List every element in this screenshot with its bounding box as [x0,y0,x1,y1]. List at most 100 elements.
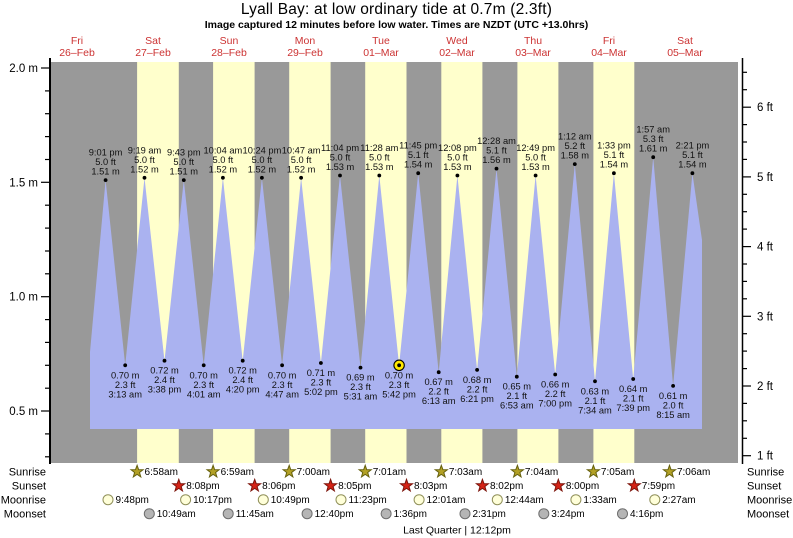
low-tide-label: 4:47 am [265,389,299,399]
high-tide-label: 1.53 m [326,162,355,172]
low-tide-label: 0.68 m [463,375,492,385]
day-label: Sun [220,35,239,47]
low-tide-label: 3:38 pm [148,385,182,395]
low-tide-label: 2.4 ft [232,375,253,385]
sunset-time: 8:02pm [490,481,523,492]
low-tide-label: 6:53 am [500,401,534,411]
row-label-moonrise: Moonrise [747,495,792,507]
low-tide-label: 0.70 m [385,370,414,380]
high-tide-point [612,171,616,176]
moonset-time: 4:16pm [630,509,663,520]
sunset-icon [626,477,642,493]
high-tide-label: 12:28 am [477,136,516,146]
sunset-time: 8:06pm [262,481,295,492]
high-tide-label: 5.0 ft [134,155,155,165]
low-tide-label: 2.3 ft [115,380,136,390]
sunset-time: 8:08pm [186,481,219,492]
high-tide-label: 5.0 ft [369,152,390,162]
day-label-date: 03–Mar [515,47,551,59]
low-tide-label: 0.70 m [111,370,140,380]
meters-tick-label: 1.0 m [9,292,38,304]
moonset-time: 10:49am [157,509,196,520]
low-tide-point [280,363,284,368]
moonrise-time: 11:23pm [349,495,387,506]
low-tide-label: 0.64 m [619,384,648,394]
high-tide-point [103,178,108,183]
moonset-time: 12:40pm [315,509,354,520]
moonrise-icon [257,494,269,506]
moonset-time: 1:36pm [394,509,427,520]
low-tide-label: 2.2 ft [545,389,566,399]
low-tide-label: 2.1 ft [506,391,527,401]
low-tide-label: 5:02 pm [304,387,338,397]
day-label-date: 02–Mar [439,47,475,59]
high-tide-label: 1.53 m [365,162,394,172]
high-tide-label: 1.51 m [91,167,120,177]
moonrise-time: 10:49pm [271,495,310,506]
low-tide-point [397,363,401,368]
feet-tick-label: 6 ft [757,102,774,114]
feet-tick-label: 2 ft [757,381,774,393]
sunrise-icon [509,463,525,479]
sunrise-icon [357,463,373,479]
sunrise-time: 6:59am [221,467,254,478]
day-label: Thu [524,35,542,47]
sunrise-time: 7:05am [601,467,634,478]
sunset-time: 7:59pm [642,481,675,492]
high-tide-label: 10:24 pm [243,145,282,155]
high-tide-label: 1.52 m [130,164,159,174]
moonset-icon [222,508,234,520]
row-label-moonset: Moonset [4,509,46,521]
high-tide-label: 1.52 m [287,164,316,174]
low-tide-label: 4:20 pm [226,385,260,395]
moonset-icon [380,508,392,520]
sunset-time: 8:00pm [566,481,599,492]
low-tide-label: 2.0 ft [663,400,684,410]
high-tide-label: 2:21 pm [676,141,710,151]
high-tide-label: 5.3 ft [643,134,664,144]
low-tide-label: 0.70 m [190,370,219,380]
low-tide-label: 2.3 ft [311,378,332,388]
feet-tick-label: 1 ft [757,451,774,463]
feet-axis [741,58,751,464]
sunrise-time: 7:00am [297,467,330,478]
low-tide-label: 2.3 ft [193,380,214,390]
low-tide-label: 3:13 am [108,389,142,399]
low-tide-point [201,363,206,368]
low-tide-label: 6:21 pm [460,394,494,404]
high-tide-label: 1:33 pm [597,141,631,151]
high-tide-point [690,171,695,176]
high-tide-label: 1.54 m [404,160,433,170]
high-tide-label: 5.0 ft [213,155,234,165]
meters-tick-label: 1.5 m [9,177,38,189]
chart-title: Lyall Bay: at low ordinary tide at 0.7m … [240,1,553,18]
low-tide-label: 2.4 ft [154,375,175,385]
sunset-icon [474,477,490,493]
low-tide-label: 0.69 m [346,373,375,383]
moonrise-icon [649,494,661,506]
day-label: Sat [145,35,161,47]
high-tide-label: 1.61 m [639,144,668,154]
low-tide-label: 2.3 ft [272,380,293,390]
low-tide-label: 2.1 ft [623,394,644,404]
high-tide-label: 5.0 ft [173,157,194,167]
low-tide-label: 5:42 pm [382,389,416,399]
sunset-icon [171,477,187,493]
high-tide-label: 11:28 am [360,143,398,153]
sunrise-icon [585,463,601,479]
low-tide-label: 4:01 am [187,389,221,399]
row-label-sunrise: Sunrise [747,467,784,479]
high-tide-label: 5.0 ft [95,157,116,167]
high-tide-point [181,178,186,183]
sunrise-time: 6:58am [145,467,178,478]
high-tide-label: 5.0 ft [525,152,546,162]
sunset-icon [398,477,415,493]
low-tide-label: 0.67 m [424,377,453,387]
low-tide-label: 0.63 m [581,386,610,396]
moonrise-time: 12:01am [427,495,466,506]
low-tide-point [123,363,128,368]
high-tide-label: 1.51 m [170,167,199,177]
low-tide-point [475,368,479,372]
moonrise-time: 2:27am [662,495,695,506]
day-label: Tue [372,35,390,47]
